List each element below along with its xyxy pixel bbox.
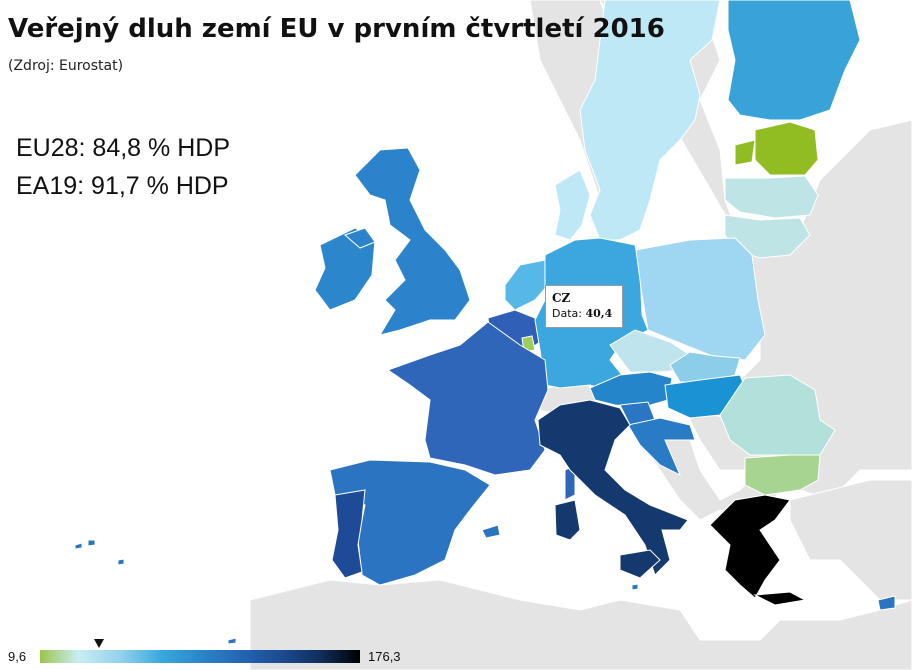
azores-islands[interactable]	[74, 539, 125, 566]
tooltip-data-line: Data: 40,4	[552, 306, 616, 322]
legend-max: 176,3	[368, 649, 401, 664]
country-mt[interactable]	[631, 583, 639, 591]
country-se[interactable]	[579, 0, 721, 241]
country-dk[interactable]	[554, 169, 591, 241]
source-note: (Zdroj: Eurostat)	[8, 58, 124, 74]
tooltip-data-value: 40,4	[585, 307, 613, 320]
legend-marker-icon	[94, 639, 105, 648]
country-fr[interactable]	[386, 321, 549, 476]
country-ee-islands[interactable]	[734, 139, 756, 166]
country-nl[interactable]	[504, 259, 549, 311]
country-es-balearic[interactable]	[481, 524, 501, 539]
tooltip-country: CZ	[552, 291, 571, 305]
tooltip-data-label: Data:	[552, 307, 582, 320]
country-hr[interactable]	[627, 417, 696, 477]
country-cy[interactable]	[877, 595, 896, 611]
country-ee[interactable]	[754, 121, 819, 176]
page-title: Veřejný dluh zemí EU v prvním čtvrtletí …	[8, 14, 665, 44]
legend-bar	[40, 650, 360, 663]
map-tooltip: CZ Data: 40,4	[545, 285, 623, 328]
country-it-sicily[interactable]	[619, 549, 661, 579]
country-uk-ni[interactable]	[344, 227, 376, 249]
stat-eu28: EU28: 84,8 % HDP	[16, 134, 230, 162]
country-gr-crete[interactable]	[753, 591, 807, 606]
country-gr[interactable]	[709, 494, 791, 599]
legend-min: 9,6	[8, 649, 27, 664]
country-fi[interactable]	[727, 0, 861, 121]
country-pt[interactable]	[331, 489, 366, 579]
country-uk[interactable]	[354, 147, 471, 336]
legend-gradient	[40, 650, 360, 663]
stat-ea19: EA19: 91,7 % HDP	[16, 172, 229, 200]
country-pl[interactable]	[635, 237, 766, 361]
eu-countries	[74, 0, 896, 645]
country-lv[interactable]	[724, 175, 819, 219]
country-it[interactable]	[537, 399, 689, 576]
country-bg[interactable]	[744, 454, 821, 496]
country-it-sardinia[interactable]	[554, 499, 581, 541]
canary-islands[interactable]	[227, 637, 237, 645]
